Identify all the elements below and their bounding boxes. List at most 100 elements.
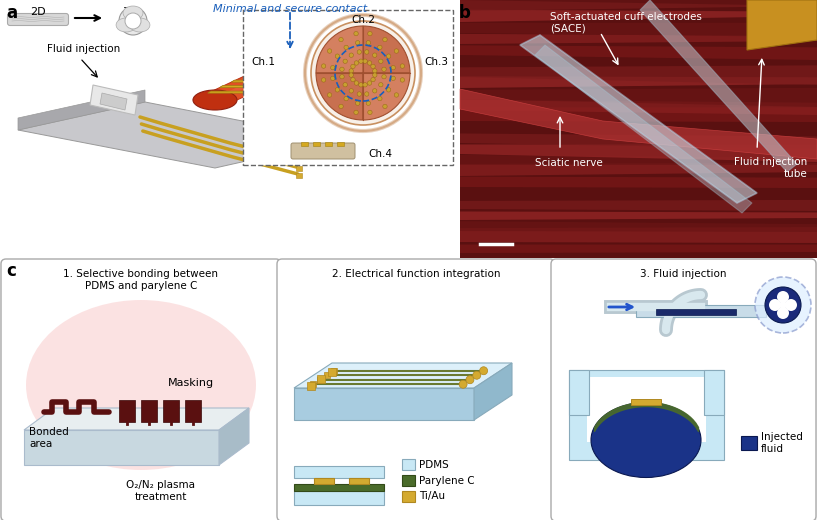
Circle shape: [377, 96, 382, 101]
Wedge shape: [316, 26, 363, 73]
Bar: [294, 484, 384, 491]
Circle shape: [382, 67, 386, 71]
Polygon shape: [460, 52, 817, 66]
Circle shape: [328, 49, 332, 53]
Circle shape: [321, 78, 326, 82]
Text: 1. Selective bonding between
PDMS and parylene C: 1. Selective bonding between PDMS and pa…: [64, 269, 218, 291]
Wedge shape: [363, 26, 410, 73]
Circle shape: [340, 67, 344, 71]
Circle shape: [368, 31, 373, 36]
Text: Ch.2: Ch.2: [351, 15, 375, 25]
Bar: [402, 475, 415, 486]
Bar: [185, 400, 201, 422]
Circle shape: [355, 101, 359, 106]
Bar: [402, 459, 415, 470]
Polygon shape: [640, 0, 797, 172]
Circle shape: [391, 66, 395, 70]
Circle shape: [363, 83, 368, 87]
Polygon shape: [460, 221, 817, 232]
Polygon shape: [460, 184, 817, 199]
Circle shape: [349, 69, 354, 73]
Circle shape: [466, 376, 474, 384]
Circle shape: [395, 93, 399, 97]
Circle shape: [769, 299, 781, 311]
Text: Bonded
area: Bonded area: [29, 427, 69, 449]
Circle shape: [350, 77, 355, 82]
Polygon shape: [18, 102, 340, 168]
Circle shape: [765, 287, 801, 323]
Circle shape: [328, 93, 332, 97]
Circle shape: [344, 45, 348, 49]
Text: PDMS: PDMS: [419, 460, 449, 470]
Text: Ch.3: Ch.3: [424, 57, 448, 67]
Circle shape: [339, 104, 343, 109]
Text: Ch.4: Ch.4: [368, 149, 392, 159]
Circle shape: [371, 64, 375, 69]
Polygon shape: [460, 227, 817, 243]
FancyBboxPatch shape: [243, 10, 453, 165]
Circle shape: [344, 96, 348, 101]
Bar: [295, 159, 301, 164]
Circle shape: [459, 380, 467, 388]
Polygon shape: [460, 244, 817, 253]
Circle shape: [366, 101, 371, 106]
Polygon shape: [294, 363, 512, 388]
Circle shape: [785, 299, 797, 311]
Bar: [328, 368, 336, 375]
Circle shape: [340, 74, 344, 79]
Bar: [297, 173, 302, 178]
Text: Ti/Au: Ti/Au: [419, 491, 445, 501]
Bar: [294, 491, 384, 505]
Polygon shape: [208, 91, 255, 93]
Bar: [402, 491, 415, 502]
Bar: [337, 142, 344, 146]
Ellipse shape: [125, 13, 141, 29]
Circle shape: [331, 66, 335, 70]
Circle shape: [366, 41, 371, 45]
Circle shape: [386, 54, 391, 58]
Bar: [0, 261, 817, 520]
Polygon shape: [220, 86, 266, 88]
Bar: [163, 400, 179, 422]
Circle shape: [354, 110, 358, 114]
Bar: [460, 0, 817, 258]
Polygon shape: [460, 155, 817, 165]
Circle shape: [400, 78, 404, 82]
Polygon shape: [210, 72, 279, 100]
Circle shape: [321, 64, 326, 68]
Circle shape: [373, 69, 377, 73]
Bar: [636, 305, 766, 317]
Circle shape: [386, 88, 391, 92]
Bar: [0, 0, 456, 258]
Bar: [310, 381, 316, 387]
Polygon shape: [219, 408, 249, 465]
Circle shape: [331, 76, 335, 81]
Circle shape: [382, 74, 386, 79]
Bar: [324, 372, 330, 378]
Text: Sciatic nerve: Sciatic nerve: [535, 158, 603, 168]
Bar: [587, 377, 706, 442]
Circle shape: [335, 88, 340, 92]
Bar: [317, 377, 323, 383]
Text: 3D: 3D: [123, 7, 138, 17]
Bar: [569, 370, 589, 415]
Polygon shape: [24, 408, 249, 430]
Bar: [741, 436, 757, 450]
Circle shape: [373, 53, 377, 57]
Ellipse shape: [123, 6, 143, 20]
Polygon shape: [460, 177, 817, 188]
Circle shape: [359, 83, 363, 87]
Circle shape: [355, 61, 359, 65]
FancyBboxPatch shape: [1, 259, 281, 520]
Circle shape: [777, 307, 789, 319]
Text: Fluid injection: Fluid injection: [47, 44, 120, 54]
Bar: [631, 399, 661, 405]
FancyBboxPatch shape: [551, 259, 816, 520]
Circle shape: [363, 59, 368, 63]
Bar: [656, 309, 736, 315]
Bar: [294, 466, 384, 478]
Polygon shape: [460, 134, 817, 149]
Bar: [141, 400, 157, 422]
Polygon shape: [231, 80, 279, 82]
Circle shape: [373, 73, 377, 77]
